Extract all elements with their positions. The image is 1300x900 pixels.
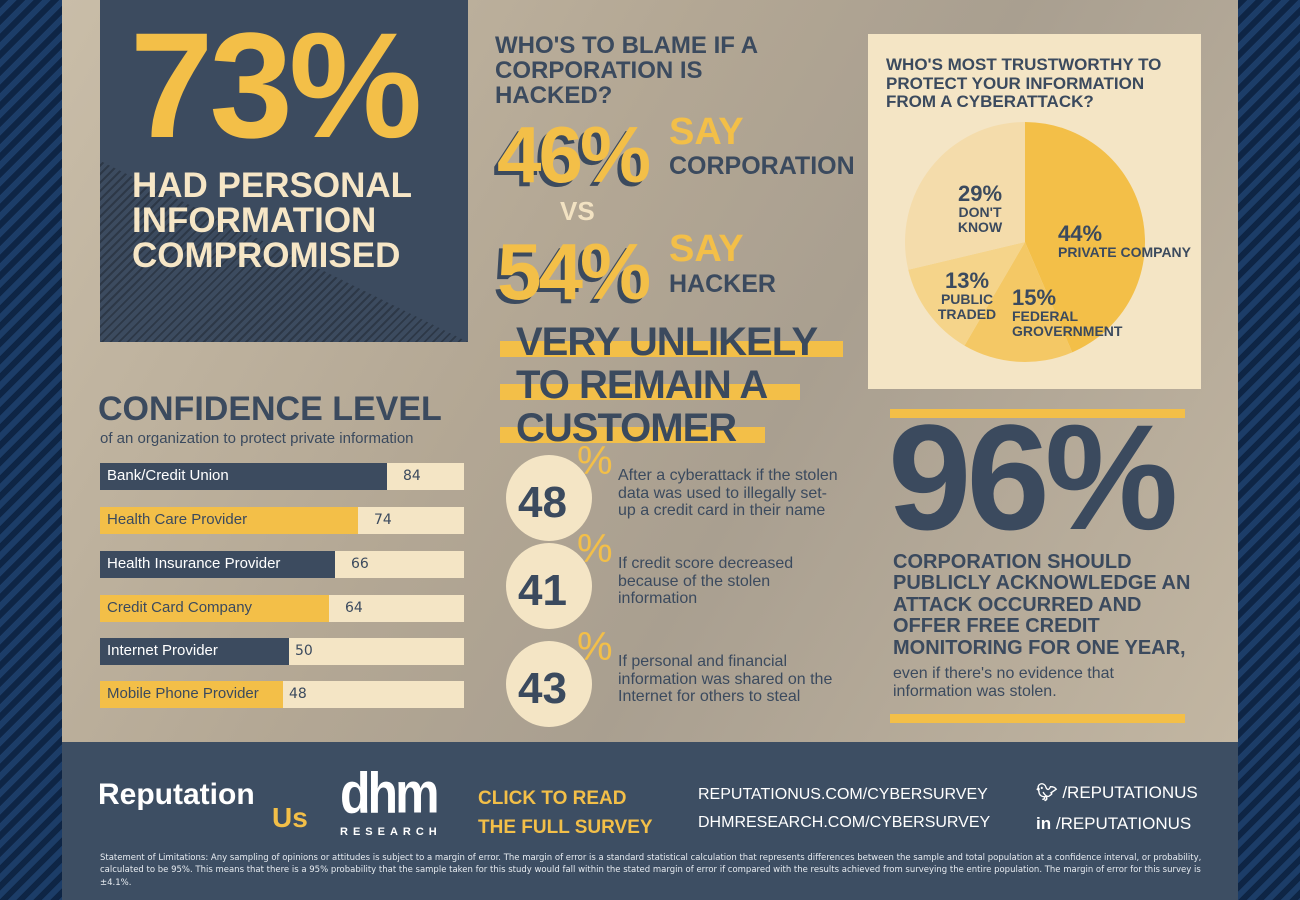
pie-chart	[905, 122, 1145, 362]
bar	[100, 463, 387, 490]
highlight-bar	[500, 427, 765, 443]
blame-hacker-label: HACKER	[669, 270, 776, 298]
pie-title: WHO'S MOST TRUSTWORTHY TO PROTECT YOUR I…	[886, 55, 1162, 112]
percent-sign: %	[577, 527, 613, 571]
reputationus-logo[interactable]: Reputation	[98, 778, 255, 811]
bar-row: Health Care Provider 74	[100, 507, 464, 534]
hero-caption: HAD PERSONAL INFORMATION COMPROMISED	[132, 166, 412, 275]
pie-label-private: 44% PRIVATE COMPANY	[1058, 221, 1192, 261]
bar-label: Health Insurance Provider	[107, 555, 281, 572]
dhm-logo-research: RESEARCH	[340, 826, 442, 838]
hero-stat-box: 73% HAD PERSONAL INFORMATION COMPROMISED	[100, 0, 468, 342]
pie-slice-federal-grovernment	[964, 242, 1073, 362]
vs-mark: VS	[560, 196, 595, 226]
reputationus-url-link[interactable]: REPUTATIONUS.COM/CYBERSURVEY	[698, 786, 988, 803]
blame-corporation-label: CORPORATION	[669, 152, 855, 180]
pie-label-public: 13% PUBLIC TRADED	[937, 268, 997, 322]
twitter-icon: 🐦︎	[1036, 783, 1058, 802]
confidence-subtitle: of an organization to protect private in…	[100, 430, 414, 447]
stat-number: 48	[518, 478, 567, 527]
highlight-bar	[500, 384, 800, 400]
unlikely-heading-line: CUSTOMER	[516, 406, 737, 450]
pie-slice-public-traded	[908, 242, 1025, 346]
bar-row: Bank/Credit Union 84	[100, 463, 464, 490]
bar-label: Health Care Provider	[107, 511, 248, 528]
bar-value: 74	[374, 512, 392, 528]
blame-hacker-pct: 54%	[497, 227, 651, 316]
bar-value: 50	[295, 643, 313, 659]
blame-hacker-say: SAY	[669, 228, 744, 270]
statement-of-limitations: Statement of Limitations: Any sampling o…	[100, 853, 1202, 888]
trust-pie-card: WHO'S MOST TRUSTWORTHY TO PROTECT YOUR I…	[868, 34, 1201, 389]
bar	[100, 681, 283, 708]
unlikely-heading-line: VERY UNLIKELY	[516, 320, 818, 364]
pie-slice-don-t-know	[905, 122, 1025, 270]
divider-rule	[890, 714, 1185, 723]
percent-sign: %	[577, 625, 613, 669]
blame-corporation-say: SAY	[669, 111, 744, 153]
twitter-link[interactable]: 🐦︎ /REPUTATIONUS	[1036, 783, 1198, 802]
blame-question: WHO'S TO BLAME IF A CORPORATION IS HACKE…	[495, 32, 758, 110]
stat96-value: 96%	[888, 393, 1178, 561]
pie-slice-private-company	[1025, 122, 1145, 353]
bar-label: Internet Provider	[107, 642, 218, 659]
bar-row: Health Insurance Provider 66	[100, 551, 464, 578]
stat-description: If personal and financial information wa…	[618, 653, 833, 706]
highlight-bar	[500, 341, 843, 357]
pie-label-dont-know: 29% DON'T KNOW	[957, 181, 1003, 235]
bar-value: 64	[345, 600, 363, 616]
divider-rule	[890, 409, 1185, 418]
stat-circle	[506, 641, 592, 727]
bar-row: Credit Card Company 64	[100, 595, 464, 622]
bar-row: Mobile Phone Provider 48	[100, 681, 464, 708]
bar	[100, 507, 358, 534]
footer	[62, 742, 1238, 900]
stat-circle	[506, 543, 592, 629]
bar	[100, 551, 335, 578]
hero-value: 73%	[130, 1, 422, 169]
stat-description: After a cyberattack if the stolen data w…	[618, 467, 838, 520]
bar-value: 66	[351, 556, 369, 572]
bar-value: 84	[403, 468, 421, 484]
bar	[100, 595, 329, 622]
stat96-sub: even if there's no evidence that informa…	[893, 665, 1114, 701]
linkedin-icon: in	[1036, 814, 1052, 833]
pie-label-federal: 15% FEDERAL GROVERNMENT	[1012, 285, 1123, 339]
reputationus-logo-us: Us	[272, 802, 308, 833]
bar	[100, 638, 289, 665]
linkedin-link[interactable]: in /REPUTATIONUS	[1036, 814, 1192, 833]
bar-value: 48	[289, 686, 307, 702]
dhm-logo[interactable]: dhm	[340, 760, 440, 826]
stat96-headline: CORPORATION SHOULD PUBLICLY ACKNOWLEDGE …	[893, 551, 1191, 659]
stat-number: 41	[518, 566, 567, 615]
stat-number: 43	[518, 664, 567, 713]
stat-description: If credit score decreased because of the…	[618, 555, 794, 608]
blame-corporation-pct: 46%	[497, 110, 651, 199]
percent-sign: %	[577, 439, 613, 483]
bar-label: Mobile Phone Provider	[107, 685, 259, 702]
read-survey-link[interactable]: CLICK TO READ THE FULL SURVEY	[478, 788, 653, 838]
unlikely-heading-line: TO REMAIN A	[516, 363, 768, 407]
confidence-title: CONFIDENCE LEVEL	[98, 390, 442, 428]
bar-label: Credit Card Company	[107, 599, 253, 616]
stat-circle	[506, 455, 592, 541]
bar-row: Internet Provider 50	[100, 638, 464, 665]
bar-label: Bank/Credit Union	[107, 467, 229, 484]
dhmresearch-url-link[interactable]: DHMRESEARCH.COM/CYBERSURVEY	[698, 814, 991, 831]
